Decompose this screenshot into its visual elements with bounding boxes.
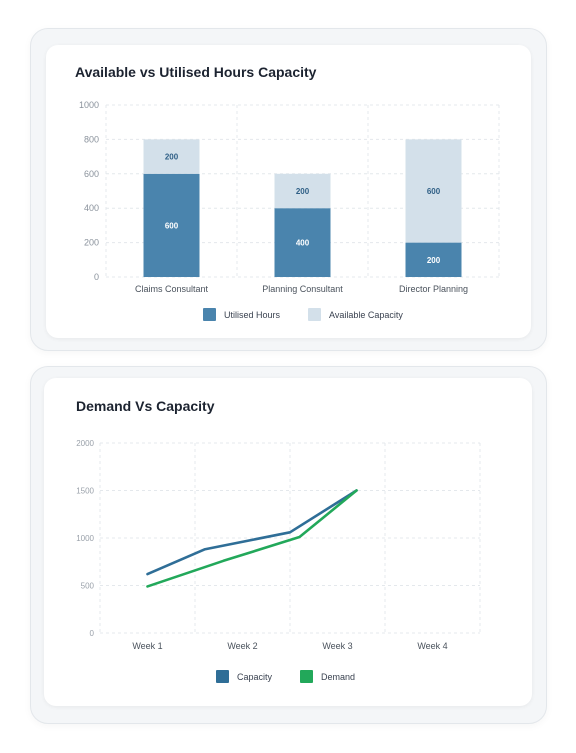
y-tick-label: 500 [81, 582, 95, 591]
line-chart-title: Demand Vs Capacity [76, 398, 215, 414]
bar-segment [274, 173, 331, 209]
legend-swatch-capacity [216, 670, 229, 683]
bar-segment [405, 139, 462, 243]
bar-value-label: 200 [427, 256, 441, 265]
bar-segment [405, 242, 462, 277]
x-tick-label: Week 1 [132, 641, 162, 651]
series-line-capacity [146, 489, 358, 576]
bar-segment [274, 208, 331, 277]
bar-chart-title: Available vs Utilised Hours Capacity [75, 64, 317, 80]
y-tick-label: 1000 [79, 100, 99, 110]
bar-value-label: 400 [296, 239, 310, 248]
legend-item-utilised: Utilised Hours [203, 308, 280, 321]
bar-segment [143, 173, 200, 277]
y-tick-label: 600 [84, 169, 99, 179]
legend-swatch-available [308, 308, 322, 321]
y-tick-label: 800 [84, 134, 99, 144]
bar-chart: 0 200 400 600 800 1000 600 200 Claims Consultant… [79, 100, 500, 294]
x-tick-label: Claims Consultant [135, 284, 209, 294]
line-chart: 0 500 1000 1500 2000 Week 1 Week 2 Week 3 Week 4 [76, 439, 481, 651]
line-chart-legend: Capacity Demand [216, 670, 355, 683]
bar-value-label: 200 [165, 153, 179, 162]
bar-chart-legend: Utilised Hours Available Capacity [203, 308, 403, 321]
legend-item-capacity: Capacity [216, 670, 272, 683]
bar-segment [143, 139, 200, 174]
legend-item-available: Available Capacity [308, 308, 403, 321]
y-tick-label: 1500 [76, 487, 94, 496]
x-tick-label: Director Planning [399, 284, 468, 294]
y-tick-label: 400 [84, 203, 99, 213]
legend-swatch-demand [300, 670, 314, 683]
y-tick-label: 2000 [76, 439, 94, 448]
x-tick-label: Week 3 [322, 641, 352, 651]
bar-value-label: 200 [296, 187, 310, 196]
legend-item-demand: Demand [300, 670, 355, 683]
legend-label-demand: Demand [321, 671, 356, 682]
bar-value-label: 600 [165, 221, 179, 230]
x-tick-label: Planning Consultant [262, 284, 343, 294]
bar-chart-card: Available vs Utilised Hours Capacity 0 20… [46, 45, 531, 338]
legend-label-utilised: Utilised Hours [224, 309, 281, 320]
legend-label-capacity: Capacity [237, 671, 273, 682]
x-tick-label: Week 4 [417, 641, 447, 651]
y-tick-label: 1000 [76, 534, 94, 543]
bar-value-label: 600 [427, 187, 441, 196]
legend-swatch-utilised [203, 308, 216, 321]
series-line-demand [146, 489, 358, 588]
line-chart-card: Demand Vs Capacity 0 500 1000 1500 2000 Week … [44, 378, 532, 706]
y-tick-label: 0 [94, 272, 99, 282]
x-tick-label: Week 2 [227, 641, 257, 651]
y-tick-label: 0 [90, 629, 95, 638]
legend-label-available: Available Capacity [329, 309, 403, 320]
y-tick-label: 200 [84, 238, 99, 248]
